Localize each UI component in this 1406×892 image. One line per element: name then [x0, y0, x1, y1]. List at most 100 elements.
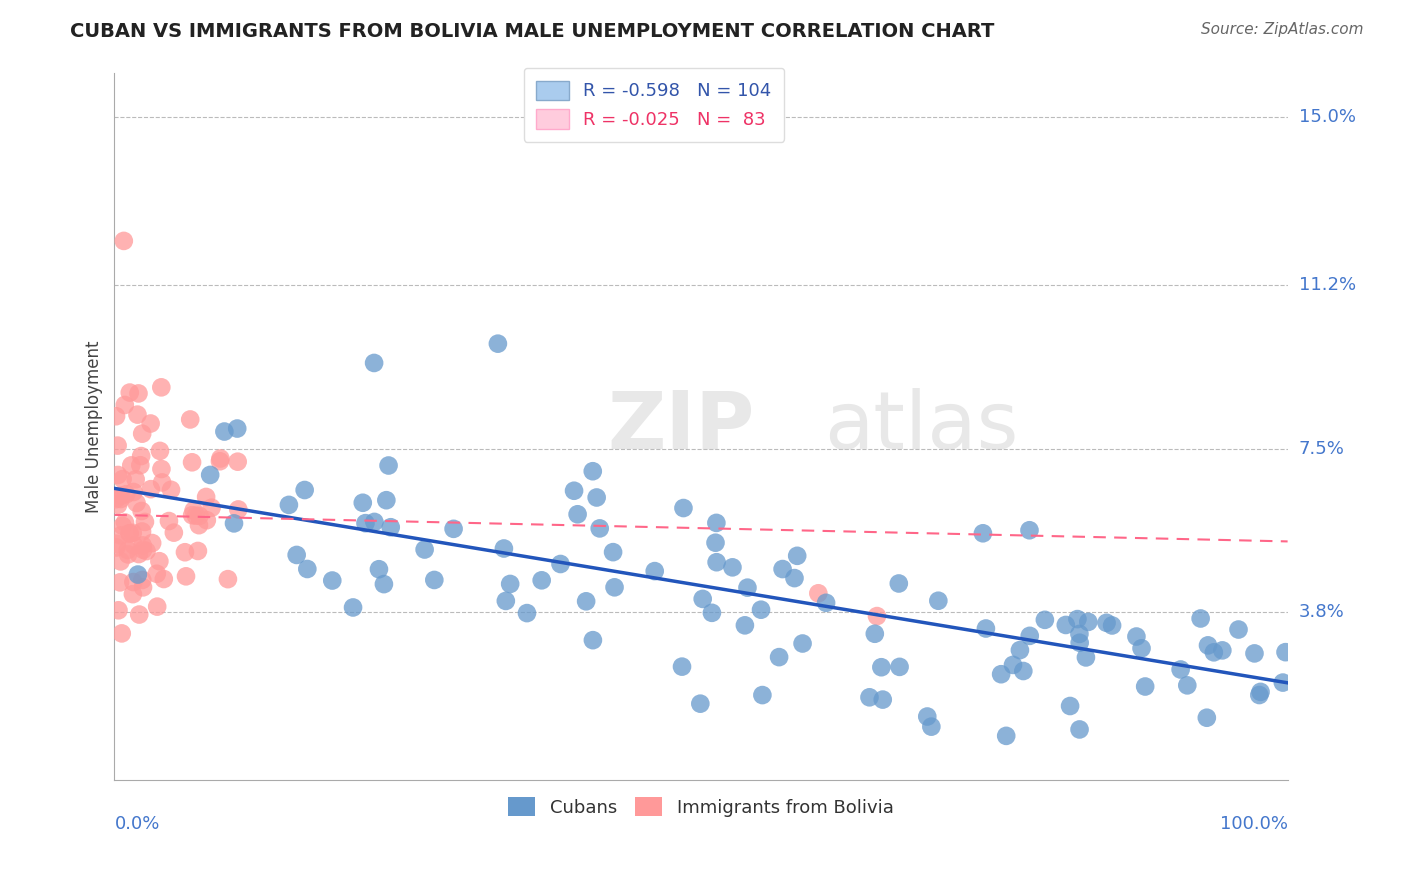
- Point: [1001, 657, 1024, 672]
- Point: [110, 554, 132, 568]
- Point: [1202, 645, 1225, 659]
- Point: [927, 593, 949, 607]
- Point: [1189, 611, 1212, 625]
- Point: [807, 586, 830, 600]
- Point: [443, 522, 465, 536]
- Point: [198, 467, 221, 482]
- Point: [706, 555, 728, 569]
- Point: [706, 516, 728, 530]
- Text: ZIP: ZIP: [607, 387, 755, 466]
- Point: [768, 650, 790, 665]
- Point: [174, 569, 197, 583]
- Point: [148, 554, 170, 568]
- Point: [183, 503, 205, 517]
- Point: [1074, 650, 1097, 665]
- Point: [122, 587, 145, 601]
- Point: [208, 454, 231, 468]
- Text: 7.5%: 7.5%: [1299, 440, 1344, 458]
- Point: [110, 528, 132, 542]
- Point: [672, 501, 695, 516]
- Point: [139, 417, 162, 431]
- Point: [413, 542, 436, 557]
- Point: [117, 543, 139, 558]
- Point: [363, 356, 385, 370]
- Point: [285, 548, 308, 562]
- Point: [114, 516, 136, 530]
- Text: 15.0%: 15.0%: [1299, 108, 1355, 126]
- Point: [342, 600, 364, 615]
- Point: [127, 408, 149, 422]
- Point: [920, 720, 942, 734]
- Point: [132, 580, 155, 594]
- Point: [122, 538, 145, 552]
- Point: [124, 472, 146, 486]
- Point: [602, 545, 624, 559]
- Point: [1250, 685, 1272, 699]
- Point: [1130, 641, 1153, 656]
- Text: Source: ZipAtlas.com: Source: ZipAtlas.com: [1201, 22, 1364, 37]
- Point: [152, 572, 174, 586]
- Point: [603, 580, 626, 594]
- Point: [195, 513, 218, 527]
- Point: [486, 336, 509, 351]
- Point: [889, 660, 911, 674]
- Point: [128, 607, 150, 622]
- Point: [105, 537, 128, 551]
- Point: [700, 606, 723, 620]
- Point: [150, 462, 173, 476]
- Point: [772, 562, 794, 576]
- Point: [107, 603, 129, 617]
- Point: [368, 562, 391, 576]
- Point: [972, 526, 994, 541]
- Point: [495, 594, 517, 608]
- Point: [1059, 698, 1081, 713]
- Point: [297, 562, 319, 576]
- Point: [217, 572, 239, 586]
- Point: [589, 521, 612, 535]
- Point: [200, 500, 222, 515]
- Point: [128, 547, 150, 561]
- Point: [530, 574, 553, 588]
- Point: [1069, 627, 1091, 641]
- Y-axis label: Male Unemployment: Male Unemployment: [86, 340, 103, 513]
- Point: [184, 508, 207, 523]
- Point: [105, 541, 128, 555]
- Point: [721, 560, 744, 574]
- Point: [866, 609, 889, 624]
- Point: [1054, 618, 1077, 632]
- Point: [354, 516, 377, 531]
- Point: [150, 380, 173, 394]
- Point: [163, 525, 186, 540]
- Point: [887, 576, 910, 591]
- Point: [1175, 678, 1198, 692]
- Point: [671, 659, 693, 673]
- Point: [129, 449, 152, 463]
- Point: [872, 692, 894, 706]
- Point: [815, 596, 838, 610]
- Point: [567, 508, 589, 522]
- Point: [751, 688, 773, 702]
- Point: [974, 622, 997, 636]
- Point: [1008, 643, 1031, 657]
- Point: [139, 482, 162, 496]
- Point: [181, 455, 204, 469]
- Point: [863, 626, 886, 640]
- Point: [118, 385, 141, 400]
- Point: [150, 475, 173, 490]
- Point: [1227, 623, 1250, 637]
- Point: [120, 458, 142, 473]
- Point: [737, 581, 759, 595]
- Point: [141, 536, 163, 550]
- Text: atlas: atlas: [824, 387, 1018, 466]
- Point: [1069, 723, 1091, 737]
- Point: [783, 571, 806, 585]
- Point: [377, 458, 399, 473]
- Point: [195, 490, 218, 504]
- Point: [294, 483, 316, 497]
- Point: [222, 516, 245, 531]
- Point: [181, 508, 204, 523]
- Point: [131, 426, 153, 441]
- Point: [990, 667, 1012, 681]
- Point: [1095, 615, 1118, 630]
- Point: [146, 599, 169, 614]
